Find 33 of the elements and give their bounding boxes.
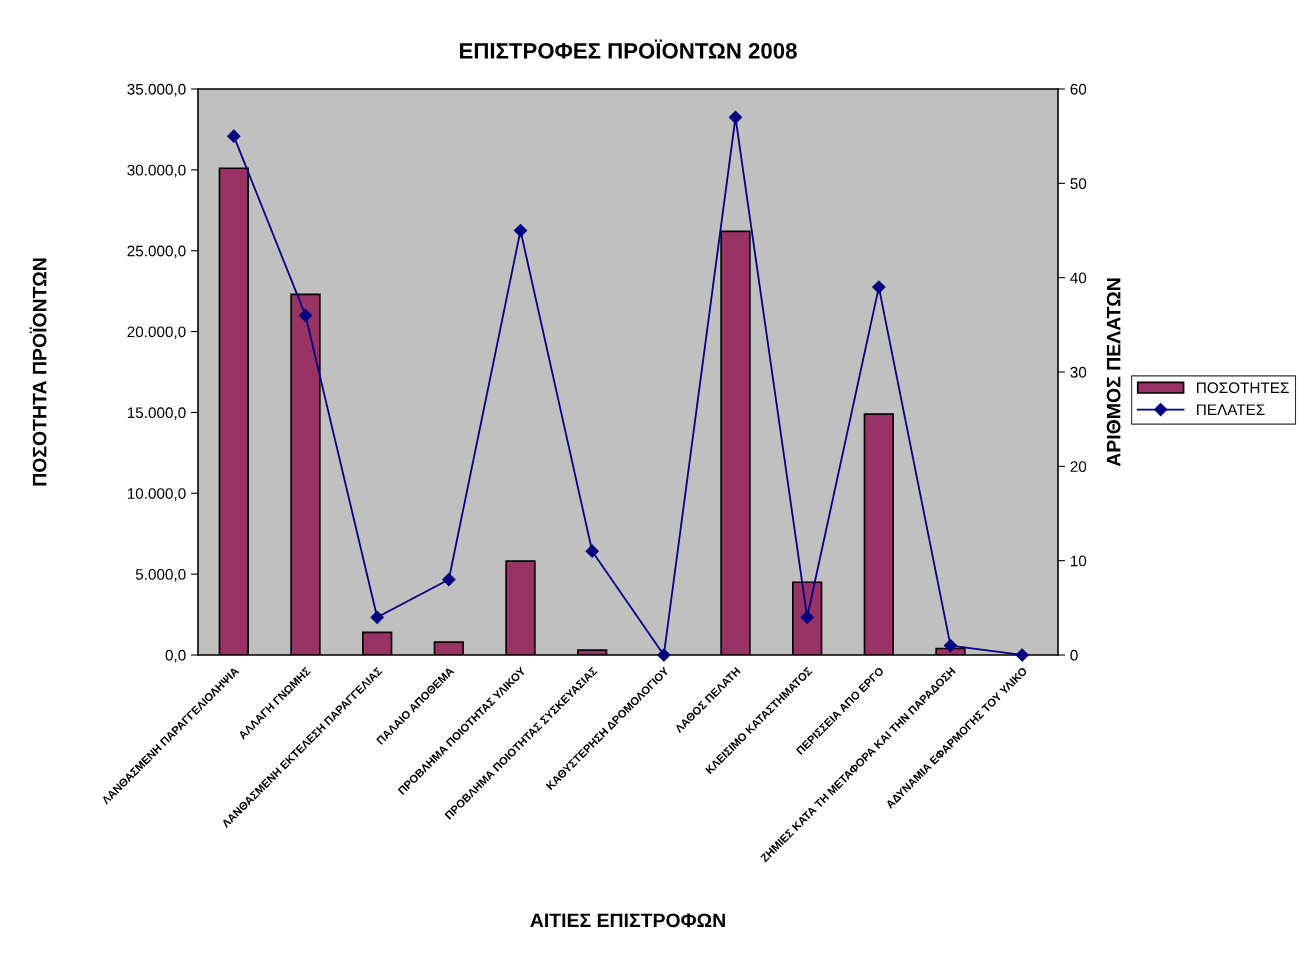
point xyxy=(657,648,671,662)
y-tick-label: 10.000,0 xyxy=(127,488,186,501)
y2-tick-label: 0 xyxy=(1070,649,1078,661)
y-tick-label: 0,0 xyxy=(165,649,186,663)
y2-tick-label: 20 xyxy=(1070,461,1087,473)
y-tick-label: 30.000,0 xyxy=(127,164,186,178)
y2-tick-label: 40 xyxy=(1070,272,1087,284)
y-tick-label: 20.000,0 xyxy=(127,326,186,340)
y-tick-label: 25.000,0 xyxy=(127,245,186,259)
y-tick-label: 35.000,0 xyxy=(127,83,186,97)
point xyxy=(370,610,384,624)
y2-tick-label: 10 xyxy=(1070,555,1087,567)
y-tick-label: 5.000,0 xyxy=(135,569,186,582)
point xyxy=(1015,648,1029,662)
point xyxy=(585,544,599,558)
y-axis-title: ΠΟΣΟΤΗΤΑ ΠΡΟΪΟΝΤΩΝ xyxy=(29,258,47,486)
point xyxy=(442,572,456,587)
legend-label: ΠΟΣΟΤΗΤΕΣ xyxy=(1197,382,1289,394)
point xyxy=(513,223,528,238)
chart-title: ΕΠΙΣΤΡΟΦΕΣ ΠΡΟΪΟΝΤΩΝ 2008 xyxy=(460,39,797,59)
y2-tick-label: 30 xyxy=(1070,366,1087,378)
point xyxy=(728,110,743,124)
y2-tick-label: 60 xyxy=(1070,83,1087,95)
point xyxy=(298,308,313,322)
y2-tick-label: 50 xyxy=(1070,178,1087,190)
point xyxy=(227,129,241,143)
point xyxy=(800,610,814,624)
x-axis-title: ΑΙΤΙΕΣ ΕΠΙΣΤΡΟΦΩΝ xyxy=(530,913,725,928)
point xyxy=(943,638,958,653)
point xyxy=(872,280,886,294)
y2-axis-title: ΑΡΙΘΜΟΣ ΠΕΛΑΤΩΝ xyxy=(1106,278,1121,467)
legend-label: ΠΕΛΑΤΕΣ xyxy=(1197,404,1265,415)
y-tick-label: 15.000,0 xyxy=(127,407,186,420)
